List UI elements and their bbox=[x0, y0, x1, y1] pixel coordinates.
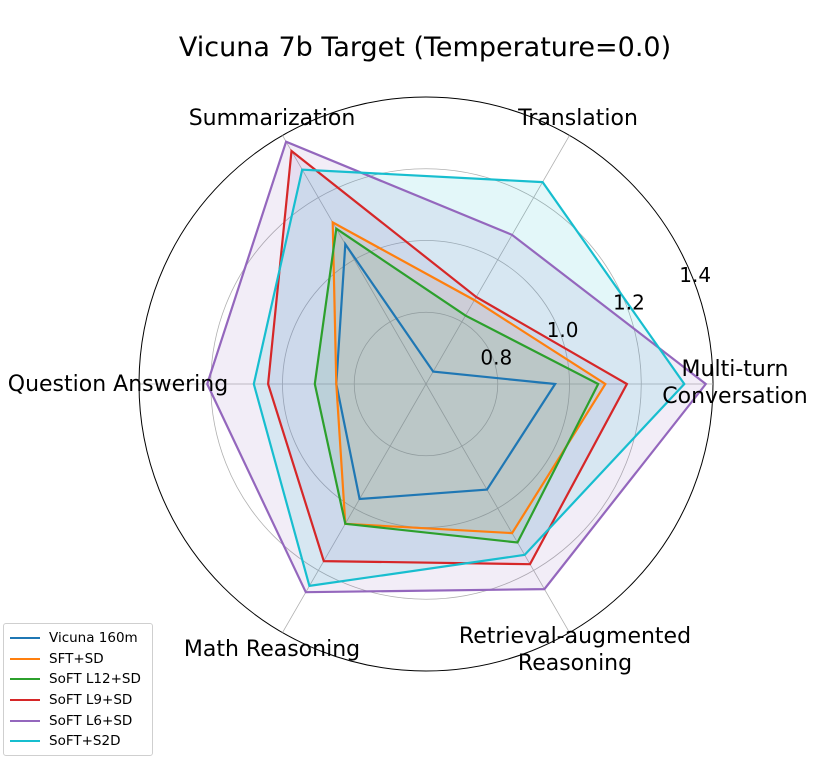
series-fill bbox=[314, 228, 599, 543]
radial-tick-label: 1.2 bbox=[613, 291, 645, 315]
radial-tick-label: 0.8 bbox=[480, 346, 512, 370]
legend-label: SFT+SD bbox=[49, 650, 104, 667]
legend-swatch bbox=[10, 699, 40, 702]
series-line bbox=[206, 140, 708, 594]
legend-swatch bbox=[10, 719, 40, 722]
legend-label: SoFT L12+SD bbox=[49, 671, 141, 688]
axis-label: Multi-turn bbox=[682, 357, 789, 382]
legend: Vicuna 160m SFT+SD SoFT L12+SD SoFT L9+SD So… bbox=[3, 623, 153, 756]
legend-item: SFT+SD bbox=[10, 649, 152, 670]
axis-spoke bbox=[425, 135, 570, 385]
legend-swatch bbox=[10, 637, 40, 640]
axis-spoke bbox=[425, 383, 570, 633]
legend-label: SoFT L9+SD bbox=[49, 692, 133, 709]
legend-item: SoFT L6+SD bbox=[10, 710, 152, 731]
legend-item: SoFT L12+SD bbox=[10, 669, 152, 690]
axis-label: Conversation bbox=[662, 384, 807, 409]
legend-label: SoFT+S2D bbox=[49, 733, 121, 750]
axis-spoke bbox=[282, 135, 427, 385]
axis-label: Translation bbox=[517, 106, 638, 131]
legend-item: SoFT L9+SD bbox=[10, 690, 152, 711]
series-fill bbox=[268, 151, 627, 565]
series-line bbox=[252, 168, 686, 588]
legend-swatch bbox=[10, 657, 40, 660]
axis-label: Retrieval-augmented bbox=[459, 624, 691, 649]
chart-title: Vicuna 7b Target (Temperature=0.0) bbox=[179, 32, 671, 63]
legend-item: SoFT+S2D bbox=[10, 731, 152, 752]
series-line bbox=[313, 226, 600, 544]
series-line bbox=[331, 220, 607, 535]
axis-label: Reasoning bbox=[518, 651, 632, 676]
axis-label: Summarization bbox=[189, 106, 356, 131]
series-line bbox=[266, 148, 629, 566]
radial-tick-label: 1.4 bbox=[679, 263, 711, 287]
legend-label: SoFT L6+SD bbox=[49, 712, 133, 729]
legend-swatch bbox=[10, 678, 40, 681]
series-fill bbox=[332, 222, 606, 534]
radial-tick-label: 1.0 bbox=[547, 318, 579, 342]
series-fill bbox=[253, 169, 685, 586]
legend-swatch bbox=[10, 740, 40, 743]
axis-label: Question Answering bbox=[8, 372, 228, 397]
axis-label: Math Reasoning bbox=[184, 637, 360, 662]
legend-item: Vicuna 160m bbox=[10, 628, 152, 649]
legend-label: Vicuna 160m bbox=[49, 630, 138, 647]
